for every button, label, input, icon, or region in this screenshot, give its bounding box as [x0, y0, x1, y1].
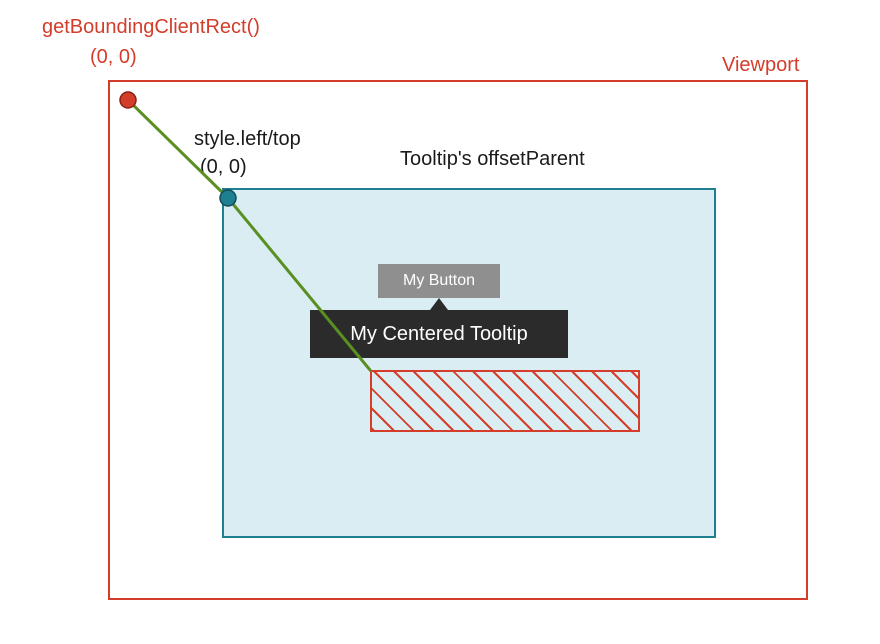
offsetparent-label: Tooltip's offsetParent	[400, 148, 585, 171]
viewport-origin-label: (0, 0)	[90, 46, 137, 69]
tooltip-label: My Centered Tooltip	[350, 323, 528, 346]
my-button-label: My Button	[403, 272, 475, 290]
my-button[interactable]: My Button	[378, 264, 500, 298]
method-label: getBoundingClientRect()	[42, 16, 260, 39]
viewport-label: Viewport	[722, 54, 799, 77]
tooltip-arrow-icon	[430, 298, 448, 310]
tooltip: My Centered Tooltip	[310, 310, 568, 358]
offsetparent-origin-label: (0, 0)	[200, 156, 247, 179]
style-lefttop-label: style.left/top	[194, 128, 301, 151]
hatched-rect	[370, 370, 640, 432]
offsetparent-rect	[222, 188, 716, 538]
